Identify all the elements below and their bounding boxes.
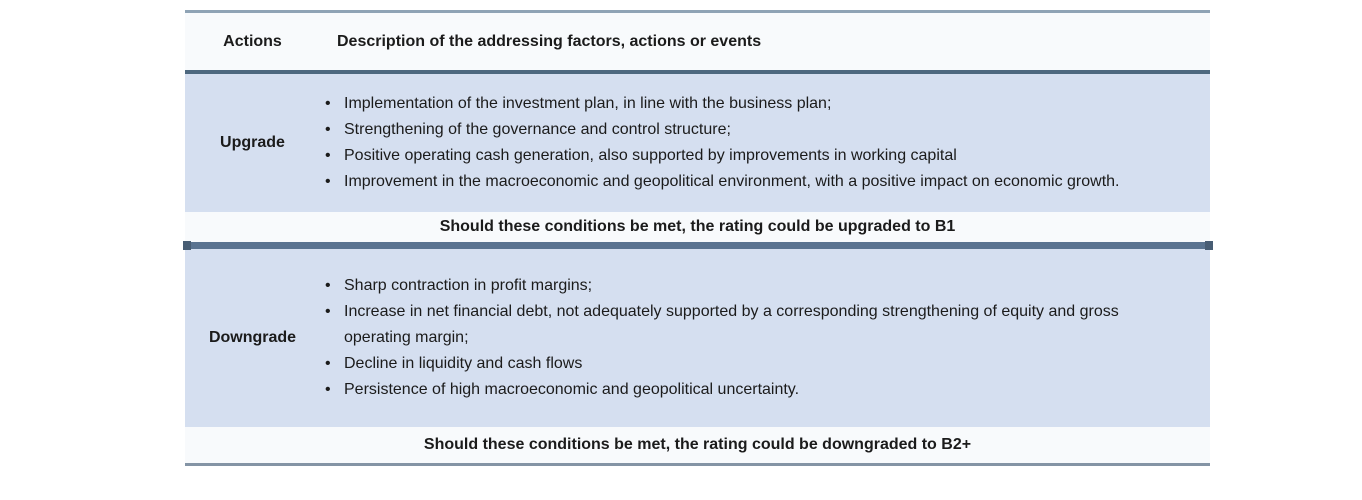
upgrade-row: Upgrade Implementation of the investment… bbox=[185, 74, 1210, 212]
header-cell-description: Description of the addressing factors, a… bbox=[337, 32, 762, 50]
bullet-item: Increase in net financial debt, not adeq… bbox=[322, 299, 1187, 351]
downgrade-bullet-list: Sharp contraction in profit margins; Inc… bbox=[320, 273, 1207, 403]
header-cell-actions: Actions bbox=[223, 32, 282, 50]
bullet-item: Strengthening of the governance and cont… bbox=[322, 117, 1187, 143]
downgrade-row: Downgrade Sharp contraction in profit ma… bbox=[185, 249, 1210, 427]
upgrade-summary-text: Should these conditions be met, the rati… bbox=[439, 218, 956, 235]
bullet-item: Sharp contraction in profit margins; bbox=[322, 273, 1187, 299]
downgrade-summary-text: Should these conditions be met, the rati… bbox=[423, 436, 972, 453]
table-top-border bbox=[185, 10, 1210, 13]
bullet-item: Decline in liquidity and cash flows bbox=[322, 351, 1187, 377]
divider-handle-right bbox=[1205, 241, 1213, 250]
downgrade-summary-row: Should these conditions be met, the rati… bbox=[185, 427, 1210, 463]
bullet-item: Implementation of the investment plan, i… bbox=[322, 91, 1187, 117]
bullet-item: Persistence of high macroeconomic and ge… bbox=[322, 377, 1187, 403]
bullet-item: Positive operating cash generation, also… bbox=[322, 143, 1187, 169]
section-divider bbox=[183, 241, 1213, 250]
upgrade-bullet-list: Implementation of the investment plan, i… bbox=[320, 91, 1207, 195]
bullet-item: Improvement in the macroeconomic and geo… bbox=[322, 169, 1187, 195]
upgrade-summary-row: Should these conditions be met, the rati… bbox=[185, 212, 1210, 242]
table-bottom-border bbox=[185, 463, 1210, 466]
downgrade-label: Downgrade bbox=[208, 329, 297, 346]
header-bottom-border bbox=[185, 70, 1210, 74]
divider-handle-left bbox=[183, 241, 191, 250]
rating-actions-table: Actions Description of the addressing fa… bbox=[183, 10, 1213, 466]
upgrade-label: Upgrade bbox=[220, 134, 285, 151]
table-header-row: Actions Description of the addressing fa… bbox=[185, 13, 1210, 70]
